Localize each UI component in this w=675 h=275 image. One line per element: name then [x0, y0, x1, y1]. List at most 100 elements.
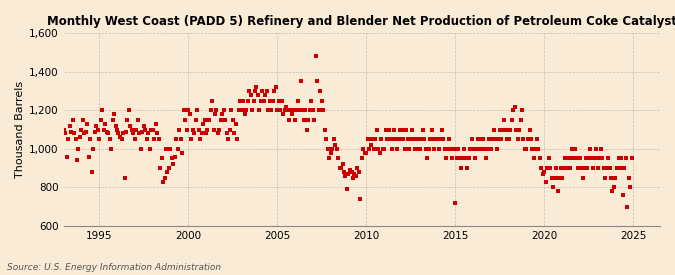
Point [580, 156, 591, 161]
Point [107, 118, 118, 122]
Point [322, 147, 333, 151]
Point [414, 147, 425, 151]
Point [178, 108, 189, 112]
Point [215, 118, 226, 122]
Point [487, 137, 497, 141]
Point [463, 156, 474, 161]
Point [494, 127, 505, 132]
Point [327, 147, 338, 151]
Point [364, 147, 375, 151]
Point [95, 118, 106, 122]
Point [163, 166, 174, 170]
Point [317, 98, 327, 103]
Point [245, 93, 256, 97]
Point [508, 108, 518, 112]
Point [377, 147, 388, 151]
Point [125, 123, 136, 128]
Point [325, 150, 336, 155]
Point [195, 137, 206, 141]
Point [88, 147, 99, 151]
Point [59, 131, 70, 136]
Point [520, 147, 531, 151]
Point [478, 137, 489, 141]
Point [452, 156, 462, 161]
Point [110, 123, 121, 128]
Point [355, 197, 366, 201]
Point [568, 156, 579, 161]
Point [356, 156, 367, 161]
Point [406, 137, 416, 141]
Point [558, 166, 569, 170]
Point [545, 166, 556, 170]
Point [485, 147, 496, 151]
Point [454, 156, 465, 161]
Point [159, 175, 170, 180]
Point [607, 189, 618, 193]
Point [214, 127, 225, 132]
Point [389, 127, 400, 132]
Point [248, 98, 259, 103]
Point [80, 129, 91, 134]
Point [484, 137, 495, 141]
Point [318, 108, 329, 112]
Point [570, 147, 581, 151]
Point [122, 118, 133, 122]
Point [188, 127, 198, 132]
Point [104, 137, 115, 141]
Point [583, 156, 594, 161]
Point [433, 147, 444, 151]
Point [204, 118, 215, 122]
Point [346, 170, 357, 174]
Point [371, 127, 382, 132]
Point [536, 166, 547, 170]
Point [224, 127, 235, 132]
Point [119, 175, 130, 180]
Point [362, 137, 373, 141]
Point [526, 137, 537, 141]
Point [209, 112, 220, 116]
Point [514, 127, 524, 132]
Point [78, 118, 88, 122]
Point [521, 147, 532, 151]
Point [489, 127, 500, 132]
Point [556, 166, 566, 170]
Point [423, 147, 434, 151]
Point [230, 122, 241, 126]
Point [186, 137, 196, 141]
Point [594, 156, 605, 161]
Point [156, 156, 167, 161]
Point [369, 147, 379, 151]
Point [213, 131, 223, 136]
Point [361, 150, 372, 155]
Point [512, 137, 523, 141]
Point [515, 118, 526, 122]
Point [324, 156, 335, 161]
Point [616, 156, 627, 161]
Point [453, 147, 464, 151]
Point [73, 147, 84, 151]
Point [151, 122, 161, 126]
Point [432, 137, 443, 141]
Point [72, 158, 82, 163]
Point [79, 131, 90, 136]
Point [89, 129, 100, 134]
Point [374, 150, 385, 155]
Point [162, 170, 173, 174]
Point [296, 79, 306, 84]
Point [180, 118, 190, 122]
Point [516, 108, 527, 112]
Point [65, 129, 76, 134]
Point [168, 162, 179, 166]
Point [131, 127, 142, 132]
Point [535, 156, 545, 161]
Point [130, 137, 140, 141]
Point [297, 108, 308, 112]
Point [497, 127, 508, 132]
Point [438, 137, 449, 141]
Point [244, 89, 254, 93]
Point [466, 137, 477, 141]
Point [349, 172, 360, 176]
Point [100, 122, 111, 126]
Point [148, 137, 159, 141]
Point [603, 156, 614, 161]
